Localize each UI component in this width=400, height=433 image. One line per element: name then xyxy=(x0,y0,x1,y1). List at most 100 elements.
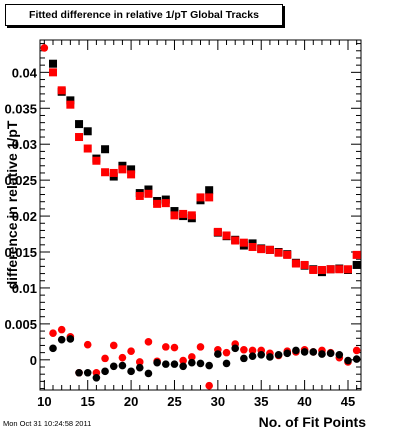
y-tick-label: 0.005 xyxy=(4,317,37,332)
series-3-circle-marker xyxy=(309,348,318,356)
series-1-square-marker xyxy=(205,193,214,202)
series-0-square-marker xyxy=(144,185,153,194)
series-2-circle-marker xyxy=(179,356,187,365)
series-3-circle-marker xyxy=(75,368,83,377)
series-2-circle-marker xyxy=(57,325,66,334)
series-1-square-marker xyxy=(170,211,179,220)
series-3-circle-marker xyxy=(240,354,248,363)
series-2-circle-marker xyxy=(49,329,57,338)
series-3-circle-marker xyxy=(118,361,127,370)
y-tick-label: 0.02 xyxy=(12,209,37,224)
series-3-circle-marker xyxy=(266,353,274,361)
series-3-circle-marker xyxy=(179,362,187,371)
series-2-circle-marker xyxy=(205,381,213,390)
series-1-square-marker xyxy=(265,245,274,254)
series-2-circle-marker xyxy=(144,338,153,346)
series-3-circle-marker xyxy=(57,335,66,344)
series-3-circle-marker xyxy=(326,349,335,358)
series-1-square-marker xyxy=(309,265,318,274)
series-2-circle-marker xyxy=(196,343,205,351)
series-1-square-marker xyxy=(57,86,66,95)
series-1-square-marker xyxy=(213,227,222,236)
series-1-square-marker xyxy=(257,245,266,254)
x-tick-label: 35 xyxy=(254,394,268,409)
series-2-circle-marker xyxy=(170,343,179,352)
chart-title: Fitted difference in relative 1/pT Globa… xyxy=(29,9,259,21)
series-2-circle-marker xyxy=(109,341,118,350)
x-axis-title: No. of Fit Points xyxy=(259,414,367,430)
series-1-square-marker xyxy=(161,199,170,208)
plot-area-frame xyxy=(39,39,362,391)
series-1-square-marker xyxy=(144,189,153,198)
series-1-square-marker xyxy=(300,260,309,269)
series-3-circle-marker xyxy=(283,349,292,358)
plot-frame xyxy=(39,39,362,391)
x-tick-label: 30 xyxy=(211,394,225,409)
series-0-square-marker xyxy=(49,59,58,68)
series-1-square-marker xyxy=(101,168,110,177)
series-3-circle-marker xyxy=(109,362,118,371)
series-1-square-marker xyxy=(49,68,58,77)
series-1-square-marker xyxy=(291,259,300,268)
series-1-square-marker xyxy=(92,156,101,165)
series-3-circle-marker xyxy=(153,358,161,367)
series-1-square-marker xyxy=(222,231,231,240)
series-1-square-marker xyxy=(75,133,84,142)
series-1-square-marker xyxy=(187,211,196,220)
series-3-circle-marker xyxy=(83,368,92,377)
series-3-circle-marker xyxy=(318,350,326,358)
series-2-circle-marker xyxy=(352,346,361,355)
series-3-circle-marker xyxy=(135,363,144,372)
series-3-circle-marker xyxy=(101,367,109,376)
series-1-square-marker xyxy=(135,191,144,200)
y-tick-label: 0.04 xyxy=(12,65,38,80)
series-3-circle-marker xyxy=(352,355,361,363)
series-3-circle-marker xyxy=(248,352,257,361)
series-1-square-marker xyxy=(83,144,92,153)
series-1-square-marker xyxy=(239,238,248,247)
y-tick-label: 0.01 xyxy=(12,281,37,296)
series-1-square-marker xyxy=(352,250,361,259)
series-3-circle-marker xyxy=(222,359,231,368)
series-0-square-marker xyxy=(101,145,110,154)
series-2-circle-marker xyxy=(188,353,196,361)
data-points xyxy=(40,44,361,390)
series-3-circle-marker xyxy=(292,346,300,355)
series-0-square-marker xyxy=(75,120,84,129)
series-2-circle-marker xyxy=(127,347,135,355)
series-1-square-marker xyxy=(274,248,283,257)
series-0-square-marker xyxy=(205,186,214,195)
series-3-circle-marker xyxy=(49,344,57,353)
series-3-circle-marker xyxy=(161,360,170,368)
series-3-circle-marker xyxy=(257,350,266,359)
series-3-circle-marker xyxy=(92,373,101,382)
timestamp-label: Mon Oct 31 10:24:58 2011 xyxy=(3,419,92,428)
y-tick-label: 0.035 xyxy=(4,101,37,116)
series-1-square-marker xyxy=(118,165,127,174)
series-2-circle-marker xyxy=(135,358,144,366)
series-0-square-marker xyxy=(127,165,136,174)
series-3-circle-marker xyxy=(170,360,179,368)
series-1-square-marker xyxy=(283,250,292,259)
x-tick-label: 20 xyxy=(124,394,138,409)
series-0-square-marker xyxy=(170,207,179,216)
y-tick-label: 0.03 xyxy=(12,137,37,152)
y-axis-title: difference in relative 1/pT xyxy=(4,120,20,289)
series-3-circle-marker xyxy=(231,344,240,353)
series-3-circle-marker xyxy=(205,361,213,370)
chart-title-box: Fitted difference in relative 1/pT Globa… xyxy=(5,4,283,26)
series-3-circle-marker xyxy=(274,350,283,359)
series-2-circle-marker xyxy=(240,345,248,354)
x-tick-label: 25 xyxy=(167,394,181,409)
series-3-circle-marker xyxy=(344,356,352,365)
series-2-circle-marker xyxy=(101,354,109,363)
series-3-circle-marker xyxy=(127,367,135,376)
series-1-square-marker xyxy=(179,209,188,218)
series-2-circle-marker xyxy=(248,346,257,355)
x-tick-label: 10 xyxy=(37,394,51,409)
series-3-circle-marker xyxy=(144,369,153,378)
series-1-square-marker xyxy=(109,168,118,177)
series-1-square-marker xyxy=(326,265,335,274)
series-1-square-marker xyxy=(248,242,257,251)
